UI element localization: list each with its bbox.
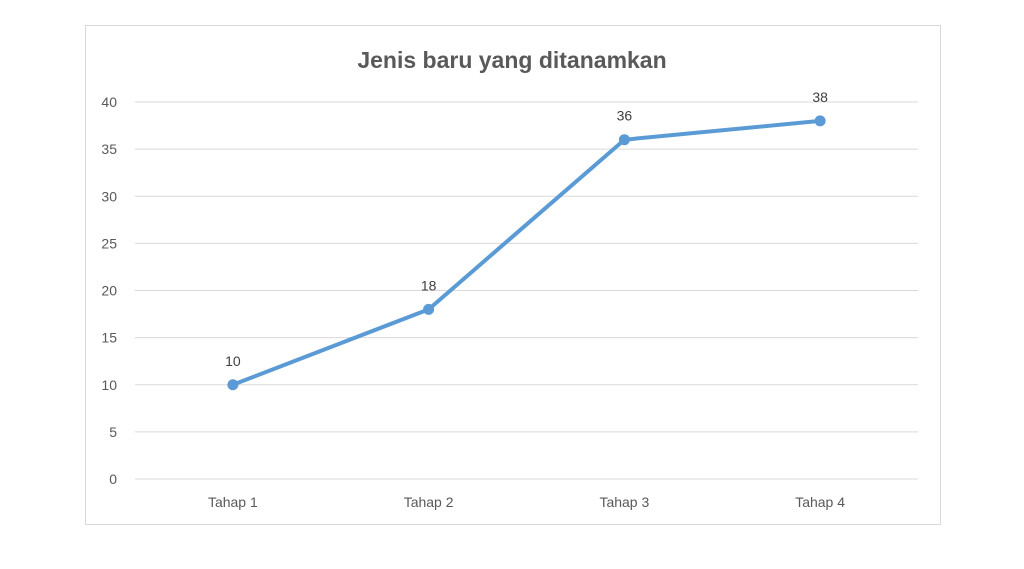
data-label: 10 bbox=[225, 353, 241, 369]
y-tick-label: 40 bbox=[101, 94, 117, 110]
x-tick-label: Tahap 2 bbox=[404, 494, 454, 510]
data-labels: 10 18 36 38 bbox=[225, 89, 828, 369]
data-points bbox=[227, 115, 826, 391]
chart-title: Jenis baru yang ditanamkan bbox=[357, 47, 666, 73]
series-line-group bbox=[230, 118, 823, 387]
y-tick-label: 20 bbox=[101, 283, 117, 299]
y-tick-label: 35 bbox=[101, 141, 117, 157]
y-tick-label: 0 bbox=[109, 471, 117, 487]
chart-frame bbox=[85, 25, 941, 525]
data-label: 18 bbox=[421, 277, 437, 293]
data-point bbox=[618, 134, 630, 146]
x-tick-label: Tahap 3 bbox=[599, 494, 649, 510]
data-point bbox=[227, 379, 239, 391]
y-tick-label: 30 bbox=[101, 188, 117, 204]
y-axis-ticks: 0 5 10 15 20 25 30 35 40 bbox=[101, 94, 117, 487]
x-tick-label: Tahap 1 bbox=[208, 494, 258, 510]
data-point bbox=[423, 303, 435, 315]
y-tick-label: 5 bbox=[109, 424, 117, 440]
data-label: 38 bbox=[812, 89, 828, 105]
x-axis-ticks: Tahap 1 Tahap 2 Tahap 3 Tahap 4 bbox=[208, 494, 845, 510]
gridlines bbox=[135, 101, 918, 480]
data-point bbox=[814, 115, 826, 127]
data-label: 36 bbox=[617, 108, 633, 124]
y-tick-label: 25 bbox=[101, 235, 117, 251]
series-line bbox=[230, 118, 823, 387]
y-tick-label: 10 bbox=[101, 377, 117, 393]
x-tick-label: Tahap 4 bbox=[795, 494, 845, 510]
y-tick-label: 15 bbox=[101, 330, 117, 346]
